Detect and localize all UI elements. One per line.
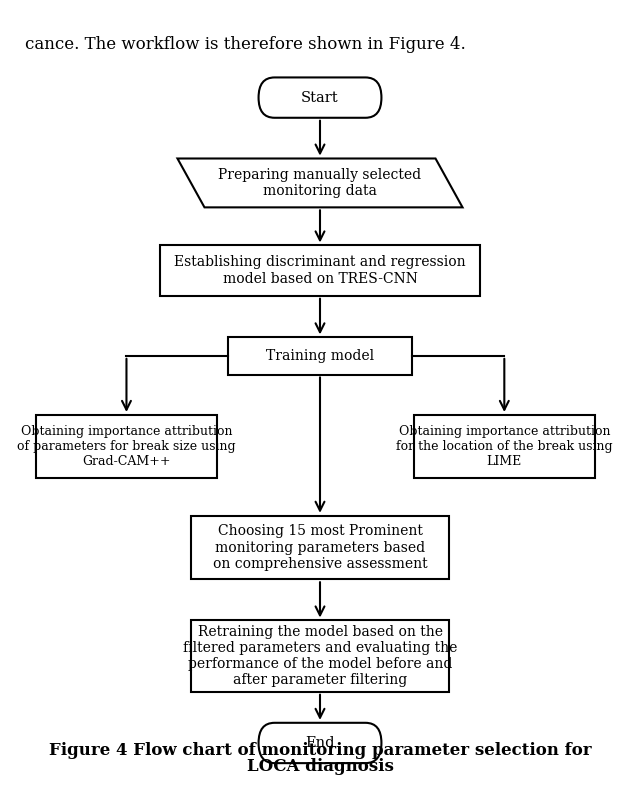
Text: Start: Start [301, 90, 339, 104]
Text: Training model: Training model [266, 349, 374, 363]
Text: LOCA diagnosis: LOCA diagnosis [246, 758, 394, 775]
FancyBboxPatch shape [160, 246, 480, 296]
FancyBboxPatch shape [259, 723, 381, 763]
FancyBboxPatch shape [191, 621, 449, 692]
Text: End: End [305, 736, 335, 750]
Text: Obtaining importance attribution
for the location of the break using
LIME: Obtaining importance attribution for the… [396, 425, 612, 468]
Text: Choosing 15 most Prominent
monitoring parameters based
on comprehensive assessme: Choosing 15 most Prominent monitoring pa… [212, 524, 428, 570]
Text: Figure 4 Flow chart of monitoring parameter selection for: Figure 4 Flow chart of monitoring parame… [49, 743, 591, 760]
FancyBboxPatch shape [259, 78, 381, 118]
PathPatch shape [177, 158, 463, 208]
Text: Establishing discriminant and regression
model based on TRES-CNN: Establishing discriminant and regression… [174, 255, 466, 286]
FancyBboxPatch shape [36, 415, 217, 478]
FancyBboxPatch shape [228, 337, 412, 375]
Text: Retraining the model based on the
filtered parameters and evaluating the
perform: Retraining the model based on the filter… [183, 625, 457, 688]
Text: Preparing manually selected
monitoring data: Preparing manually selected monitoring d… [218, 168, 422, 198]
FancyBboxPatch shape [191, 516, 449, 579]
FancyBboxPatch shape [413, 415, 595, 478]
Text: Obtaining importance attribution
of parameters for break size using
Grad-CAM++: Obtaining importance attribution of para… [17, 425, 236, 468]
Text: cance. The workflow is therefore shown in Figure 4.: cance. The workflow is therefore shown i… [25, 36, 466, 53]
